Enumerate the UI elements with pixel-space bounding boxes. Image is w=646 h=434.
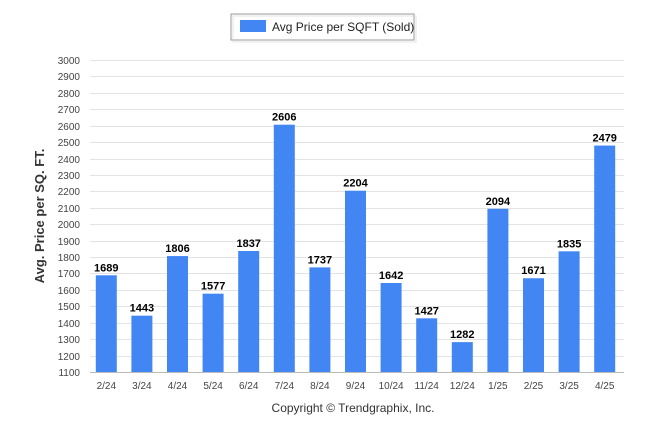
bar bbox=[309, 267, 331, 372]
y-tick-label: 2800 bbox=[58, 89, 81, 100]
x-tick-label: 6/24 bbox=[239, 381, 259, 392]
legend-swatch bbox=[240, 20, 266, 32]
bar bbox=[380, 282, 402, 372]
y-tick-label: 2900 bbox=[58, 72, 81, 83]
x-axis-ticks: 2/24 3/24 4/24 5/24 6/24 7/24 8/24 9/24 10/24 11/… bbox=[97, 381, 615, 392]
y-tick-label: 1600 bbox=[58, 286, 81, 297]
x-tick-label: 4/24 bbox=[168, 381, 188, 392]
y-tick-label: 2700 bbox=[58, 105, 81, 116]
copyright-footer: Copyright © Trendgraphix, Inc. bbox=[272, 401, 435, 415]
y-tick-label: 2600 bbox=[58, 122, 81, 133]
y-tick-label: 2300 bbox=[58, 171, 81, 182]
x-tick-label: 2/24 bbox=[97, 381, 117, 392]
x-tick-label: 11/24 bbox=[415, 381, 440, 392]
bar bbox=[594, 145, 616, 372]
bar-value-label: 1837 bbox=[236, 238, 260, 250]
x-tick-label: 3/24 bbox=[132, 381, 152, 392]
y-tick-label: 2500 bbox=[58, 138, 81, 149]
x-tick-label: 7/24 bbox=[275, 381, 295, 392]
x-tick-label: 1/25 bbox=[488, 381, 508, 392]
y-tick-label: 1900 bbox=[58, 237, 81, 248]
bar-value-label: 2204 bbox=[343, 178, 368, 190]
bar bbox=[167, 256, 188, 372]
bar-value-label: 1642 bbox=[379, 270, 403, 282]
x-tick-label: 4/25 bbox=[595, 381, 615, 392]
legend: Avg Price per SQFT (Sold) bbox=[230, 13, 417, 43]
y-tick-label: 2000 bbox=[58, 220, 81, 231]
y-axis-ticks: 1100 1200 1300 1400 1500 1600 1700 1800 1900 2000… bbox=[58, 56, 81, 379]
x-tick-label: 3/25 bbox=[559, 381, 579, 392]
y-tick-label: 2200 bbox=[58, 187, 81, 198]
bar-value-label: 1689 bbox=[94, 262, 118, 274]
legend-label: Avg Price per SQFT (Sold) bbox=[272, 20, 414, 34]
y-tick-label: 1400 bbox=[58, 319, 81, 330]
bar-value-label: 1671 bbox=[521, 265, 545, 277]
bar bbox=[238, 250, 260, 372]
y-tick-label: 1800 bbox=[58, 253, 81, 264]
x-tick-label: 5/24 bbox=[203, 381, 223, 392]
bar bbox=[202, 293, 224, 372]
bar-value-label: 2479 bbox=[592, 133, 616, 145]
y-tick-label: 1200 bbox=[58, 352, 81, 363]
bar bbox=[487, 208, 509, 372]
y-tick-label: 1100 bbox=[58, 368, 80, 379]
x-tick-label: 10/24 bbox=[379, 381, 404, 392]
y-tick-label: 2100 bbox=[58, 204, 81, 215]
y-tick-label: 1500 bbox=[58, 302, 81, 313]
bars bbox=[95, 124, 616, 372]
y-tick-label: 1300 bbox=[58, 335, 81, 346]
bar bbox=[95, 275, 117, 372]
bar-value-label: 1835 bbox=[557, 238, 581, 250]
y-axis-title: Avg. Price per SQ. FT. bbox=[32, 149, 47, 284]
bar-value-label: 2094 bbox=[486, 196, 511, 208]
x-tick-label: 2/25 bbox=[524, 381, 544, 392]
bar-value-labels: 1689 1443 1806 1577 1837 2606 1737 2204 1642 1427… bbox=[94, 112, 617, 341]
bar-value-label: 1737 bbox=[308, 254, 332, 266]
bar-value-label: 1577 bbox=[201, 281, 225, 293]
x-tick-label: 12/24 bbox=[450, 381, 475, 392]
bar bbox=[523, 278, 544, 372]
bar-value-label: 1806 bbox=[165, 243, 189, 255]
bar bbox=[451, 342, 473, 372]
bar-value-label: 1282 bbox=[450, 329, 474, 341]
bar-value-label: 1427 bbox=[414, 305, 438, 317]
bar-value-label: 1443 bbox=[130, 303, 154, 315]
y-tick-label: 2400 bbox=[58, 155, 81, 166]
y-tick-label: 1700 bbox=[58, 269, 81, 280]
bar-value-label: 2606 bbox=[272, 112, 296, 124]
bar bbox=[558, 251, 580, 372]
x-tick-label: 9/24 bbox=[346, 381, 366, 392]
x-tick-label: 8/24 bbox=[310, 381, 330, 392]
bar bbox=[416, 318, 438, 372]
bar bbox=[131, 315, 153, 372]
y-tick-label: 3000 bbox=[58, 56, 81, 67]
bar bbox=[345, 190, 366, 372]
bar bbox=[273, 124, 295, 372]
